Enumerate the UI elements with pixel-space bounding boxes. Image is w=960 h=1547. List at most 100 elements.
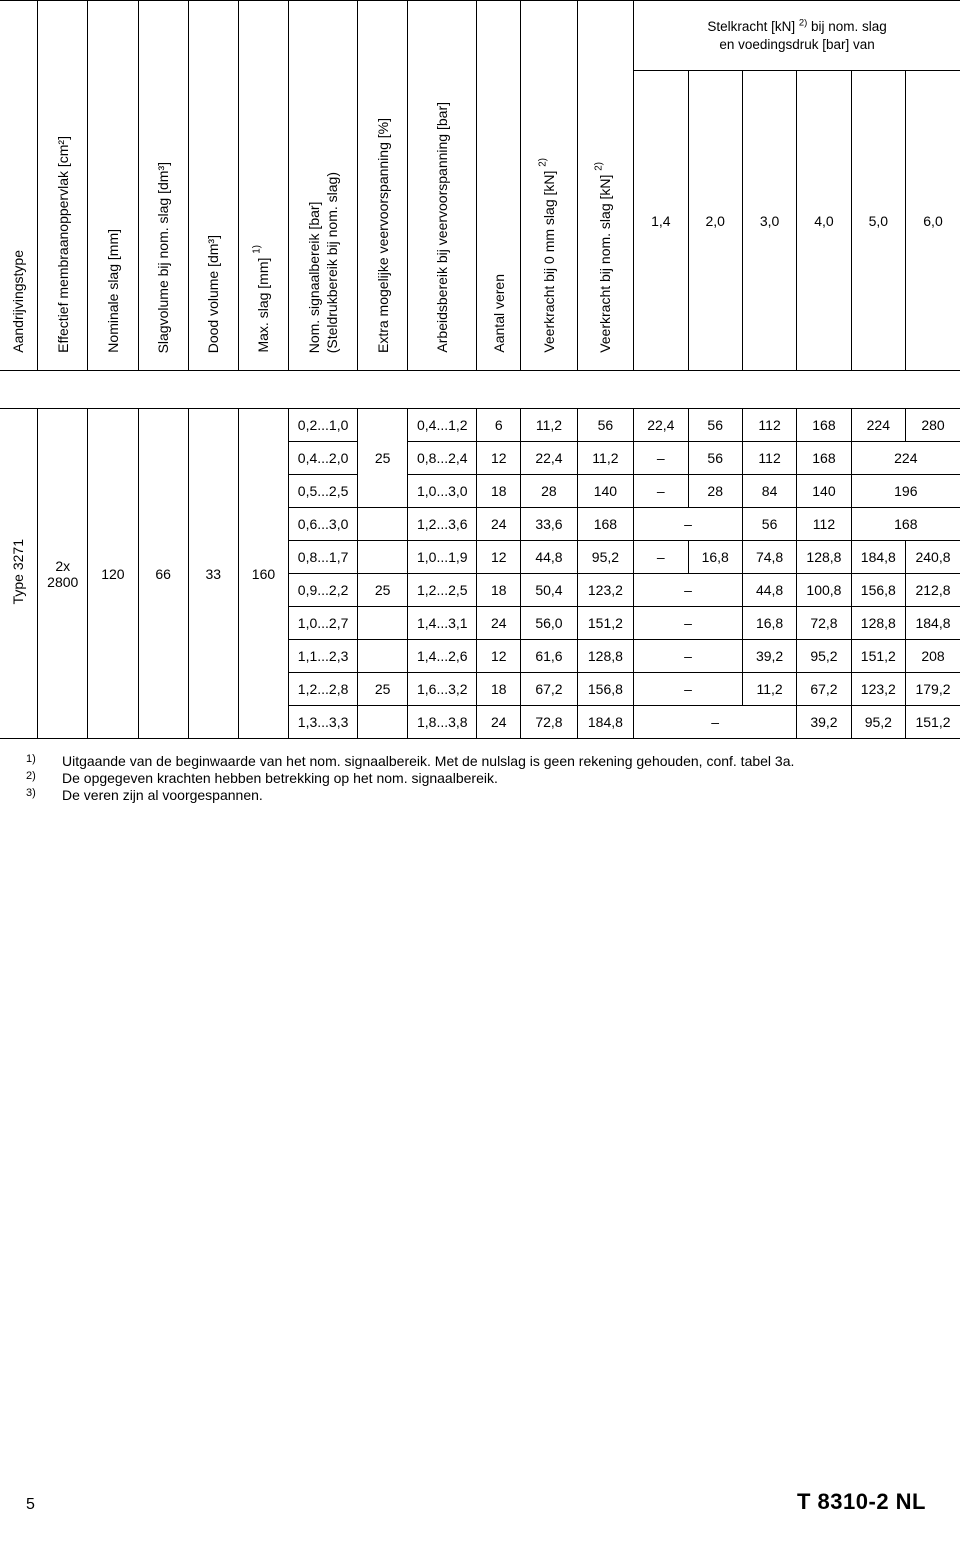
cell-extra-voorspanning	[358, 607, 408, 640]
cell-aantal-veren: 12	[477, 541, 521, 574]
cell-veerkracht-nom: 151,2	[577, 607, 633, 640]
cell-type: Type 3271	[0, 409, 38, 739]
cell-arbeidsbereik: 1,0...1,9	[408, 541, 477, 574]
cell-arbeidsbereik: 1,4...2,6	[408, 640, 477, 673]
cell-stel: 224	[851, 409, 905, 442]
cell-stel: 179,2	[906, 673, 960, 706]
cell-veerkracht-0: 11,2	[521, 409, 577, 442]
hdr-stel-6_0: 6,0	[906, 71, 960, 371]
cell-aantal-veren: 12	[477, 442, 521, 475]
cell-stel: 224	[851, 442, 960, 475]
cell-extra-voorspanning: 25	[358, 574, 408, 607]
hdr-veerkracht-nom: Veerkracht bij nom. slag [kN] 2)	[596, 154, 614, 361]
cell-stel: 168	[797, 409, 851, 442]
cell-aantal-veren: 18	[477, 574, 521, 607]
hdr-extra-voorspanning: Extra mogelijke veervoorspanning [%]	[374, 110, 392, 361]
cell-stel: 156,8	[851, 574, 905, 607]
cell-stel: 112	[742, 409, 796, 442]
cell-stel: 39,2	[797, 706, 851, 739]
cell-stel-1_4: –	[634, 640, 743, 673]
cell-stel: 56	[688, 442, 742, 475]
cell-arbeidsbereik: 1,4...3,1	[408, 607, 477, 640]
cell-stel: 280	[906, 409, 960, 442]
hdr-slagvolume: Slagvolume bij nom. slag [dm³]	[154, 154, 172, 361]
cell-doodvol: 33	[188, 409, 238, 739]
cell-stel: 112	[742, 442, 796, 475]
cell-stel-1_4: –	[634, 475, 688, 508]
hdr-stel-4_0: 4,0	[797, 71, 851, 371]
cell-aantal-veren: 24	[477, 508, 521, 541]
cell-veerkracht-0: 72,8	[521, 706, 577, 739]
cell-stel-1_4: –	[634, 541, 688, 574]
cell-veerkracht-0: 50,4	[521, 574, 577, 607]
cell-signaalbereik: 0,2...1,0	[289, 409, 358, 442]
cell-signaalbereik: 0,6...3,0	[289, 508, 358, 541]
cell-veerkracht-0: 28	[521, 475, 577, 508]
cell-signaalbereik: 1,2...2,8	[289, 673, 358, 706]
cell-aantal-veren: 18	[477, 475, 521, 508]
cell-stel: 95,2	[851, 706, 905, 739]
document-id: T 8310-2 NL	[797, 1489, 926, 1515]
cell-slagvol: 66	[138, 409, 188, 739]
cell-extra-voorspanning	[358, 508, 408, 541]
hdr-stel-5_0: 5,0	[851, 71, 905, 371]
cell-veerkracht-0: 67,2	[521, 673, 577, 706]
cell-area: 2x2800	[38, 409, 88, 739]
cell-aantal-veren: 18	[477, 673, 521, 706]
cell-stel: 56	[742, 508, 796, 541]
cell-stel: 184,8	[851, 541, 905, 574]
footnote-1: Uitgaande van de beginwaarde van het nom…	[62, 753, 934, 769]
cell-stel: 67,2	[797, 673, 851, 706]
cell-aantal-veren: 12	[477, 640, 521, 673]
cell-stel: 168	[851, 508, 960, 541]
cell-extra-voorspanning: 25	[358, 409, 408, 508]
cell-stel: 168	[797, 442, 851, 475]
cell-signaalbereik: 1,3...3,3	[289, 706, 358, 739]
cell-arbeidsbereik: 1,6...3,2	[408, 673, 477, 706]
cell-stel: 196	[851, 475, 960, 508]
cell-stel: 112	[797, 508, 851, 541]
cell-stel-1_4: 22,4	[634, 409, 688, 442]
cell-stel: 100,8	[797, 574, 851, 607]
cell-stel-1_4: –	[634, 607, 743, 640]
hdr-aantal-veren: Aantal veren	[490, 266, 508, 361]
cell-nom-slag: 120	[88, 409, 138, 739]
cell-stel: 212,8	[906, 574, 960, 607]
hdr-stelkracht-group: Stelkracht [kN] 2) bij nom. slag en voed…	[634, 1, 960, 71]
cell-stel: 95,2	[797, 640, 851, 673]
hdr-aandrijvingstype: Aandrijvingstype	[9, 242, 27, 361]
cell-stel: 72,8	[797, 607, 851, 640]
cell-stel-1_4: –	[634, 673, 743, 706]
hdr-veerkracht-0: Veerkracht bij 0 mm slag [kN] 2)	[540, 150, 558, 361]
cell-signaalbereik: 0,4...2,0	[289, 442, 358, 475]
cell-arbeidsbereik: 1,0...3,0	[408, 475, 477, 508]
hdr-dood-volume: Dood volume [dm³]	[204, 227, 222, 361]
cell-extra-voorspanning: 25	[358, 673, 408, 706]
cell-stel: 16,8	[742, 607, 796, 640]
cell-stel: 208	[906, 640, 960, 673]
table-row: Type 32712x280012066331600,2...1,0250,4.…	[0, 409, 960, 442]
cell-veerkracht-nom: 184,8	[577, 706, 633, 739]
cell-aantal-veren: 24	[477, 706, 521, 739]
cell-stel-1_4: –	[634, 706, 797, 739]
hdr-max-slag: Max. slag [mm] 1)	[254, 237, 272, 361]
cell-veerkracht-0: 44,8	[521, 541, 577, 574]
cell-maxslag: 160	[238, 409, 288, 739]
footnote-3: De veren zijn al voorgespannen.	[62, 787, 934, 803]
hdr-stel-3_0: 3,0	[742, 71, 796, 371]
cell-signaalbereik: 0,5...2,5	[289, 475, 358, 508]
cell-stel-1_4: –	[634, 442, 688, 475]
cell-veerkracht-nom: 56	[577, 409, 633, 442]
cell-arbeidsbereik: 1,8...3,8	[408, 706, 477, 739]
page-number: 5	[26, 1496, 35, 1514]
cell-stel: 151,2	[851, 640, 905, 673]
cell-signaalbereik: 1,0...2,7	[289, 607, 358, 640]
cell-stel: 184,8	[906, 607, 960, 640]
cell-veerkracht-0: 22,4	[521, 442, 577, 475]
cell-arbeidsbereik: 1,2...2,5	[408, 574, 477, 607]
cell-signaalbereik: 0,8...1,7	[289, 541, 358, 574]
cell-veerkracht-nom: 123,2	[577, 574, 633, 607]
cell-stel-1_4: –	[634, 574, 743, 607]
cell-veerkracht-0: 61,6	[521, 640, 577, 673]
hdr-signaalbereik: Nom. signaalbereik [bar](Steldrukbereik …	[305, 164, 341, 361]
